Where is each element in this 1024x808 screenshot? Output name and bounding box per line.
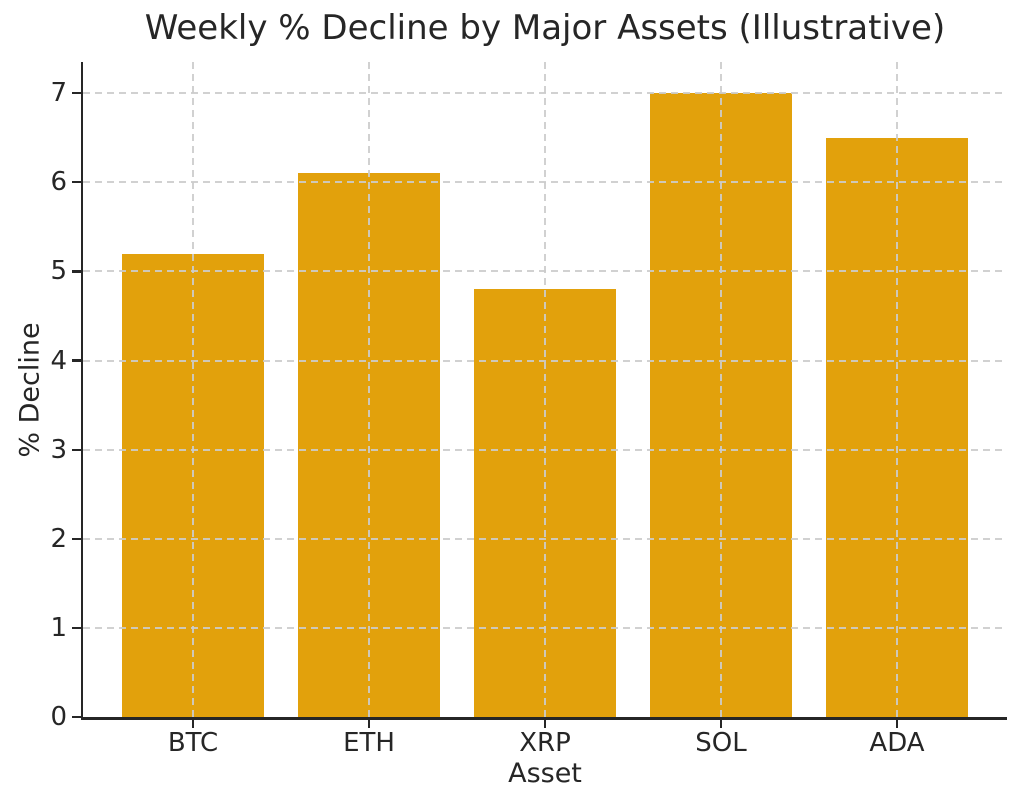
x-tick-label-sol: SOL [695, 728, 747, 758]
y-tick-0 [71, 715, 81, 719]
y-tick-2 [71, 537, 81, 540]
y-axis-spine [80, 62, 83, 720]
y-tick-label-4: 4 [50, 345, 67, 376]
x-gridline-sol [720, 62, 722, 717]
x-tick-xrp [543, 720, 547, 728]
y-tick-label-5: 5 [50, 256, 67, 287]
y-axis-label: % Decline [14, 322, 46, 458]
y-tick-7 [71, 92, 81, 95]
x-gridline-btc [192, 62, 194, 717]
y-tick-6 [71, 181, 81, 184]
x-tick-label-eth: ETH [343, 728, 395, 758]
x-tick-btc [191, 720, 195, 728]
x-tick-label-xrp: XRP [519, 728, 571, 758]
y-tick-label-7: 7 [50, 78, 67, 109]
x-gridline-eth [368, 62, 370, 717]
y-tick-4 [71, 359, 81, 362]
x-axis-label: Asset [508, 758, 582, 789]
x-tick-ada [895, 720, 899, 728]
x-axis-spine [80, 717, 1007, 720]
plot-area: 0 1 2 3 4 5 6 7 BTC ETH XRP SOL ADA [50, 62, 1007, 757]
x-tick-eth [367, 720, 371, 728]
chart-title: Weekly % Decline by Major Assets (Illust… [144, 8, 946, 48]
y-tick-label-1: 1 [50, 612, 67, 643]
y-tick-5 [71, 270, 81, 273]
x-gridline-ada [896, 62, 898, 717]
x-tick-label-ada: ADA [869, 728, 925, 758]
y-tick-label-6: 6 [50, 167, 67, 198]
y-tick-1 [71, 626, 81, 629]
y-tick-label-0: 0 [50, 702, 67, 732]
y-tick-label-2: 2 [50, 523, 67, 554]
y-tick-3 [71, 448, 81, 451]
x-tick-sol [719, 720, 723, 728]
x-gridline-xrp [544, 62, 546, 717]
y-tick-label-3: 3 [50, 434, 67, 465]
x-tick-label-btc: BTC [167, 728, 219, 758]
